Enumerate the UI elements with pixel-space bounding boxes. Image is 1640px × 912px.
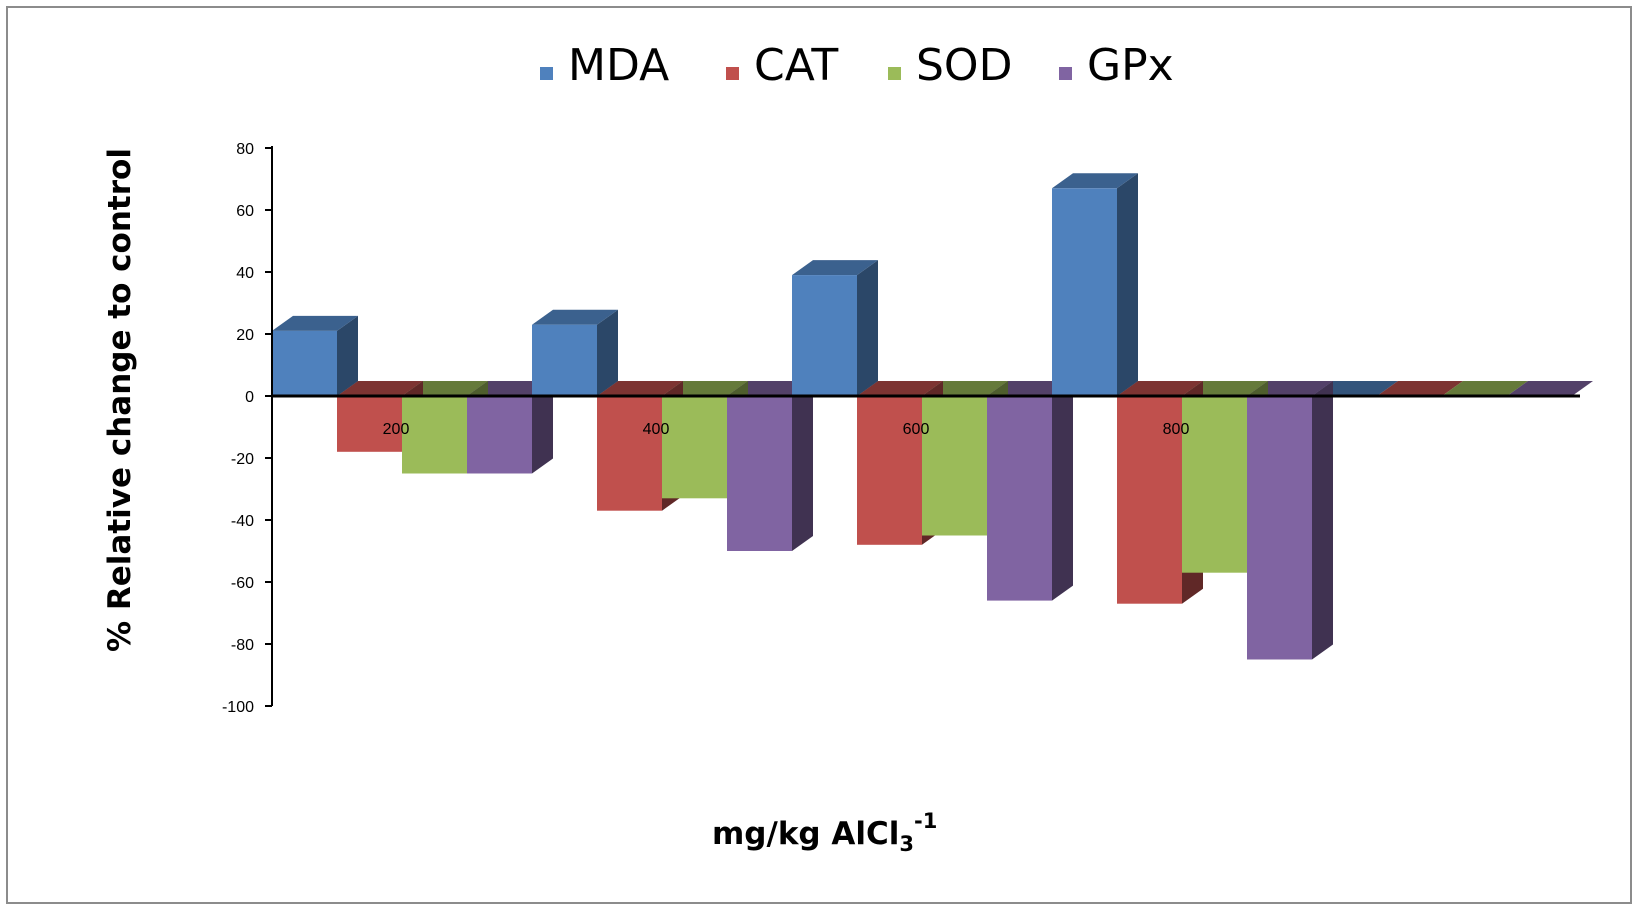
legend-label: SOD — [916, 40, 1012, 91]
bar-side — [532, 381, 553, 474]
floor-mda-4 — [1312, 381, 1398, 396]
floor-gpx-0 — [467, 381, 553, 396]
bar-front — [727, 396, 792, 551]
legend-label: GPx — [1087, 40, 1174, 91]
floor-sod-2 — [922, 381, 1008, 396]
category-label: 800 — [1163, 421, 1190, 438]
bars-layer — [272, 173, 1593, 660]
floor-cat-4 — [1377, 381, 1463, 396]
y-tick-label: -80 — [231, 637, 254, 654]
bar-top — [532, 309, 618, 325]
bar-front — [662, 396, 727, 499]
legend: MDA CAT SOD GPx — [540, 40, 1174, 91]
legend-swatch — [726, 67, 739, 80]
y-tick-label: 60 — [236, 203, 254, 220]
floor-sod-0 — [402, 381, 488, 396]
x-axis-title-subscript: 3 — [899, 832, 914, 856]
bar-top — [792, 260, 878, 276]
floor-cat-3 — [1117, 381, 1203, 396]
floor-cat-1 — [597, 381, 683, 396]
floor-gpx-1 — [727, 381, 813, 396]
x-axis-title-superscript: -1 — [914, 809, 937, 833]
y-tick-layer: 80 60 40 20 0 -20 -40 -60 -80 -100 — [222, 141, 272, 716]
bar-top — [1052, 173, 1138, 189]
bar-mda-600 — [792, 260, 878, 396]
bar-front — [922, 396, 987, 536]
floor-sod-3 — [1182, 381, 1268, 396]
category-label: 600 — [903, 421, 930, 438]
floor-sod-4 — [1442, 381, 1528, 396]
legend-label: CAT — [754, 40, 838, 91]
bar-front — [402, 396, 467, 474]
legend-label: MDA — [568, 40, 669, 91]
floor-sod-1 — [662, 381, 748, 396]
axis-layer — [271, 146, 1580, 706]
category-label-layer: 200 400 600 800 — [383, 421, 1190, 438]
legend-item-gpx: GPx — [1059, 40, 1174, 91]
legend-swatch — [1059, 67, 1072, 80]
floor-cat-0 — [337, 381, 423, 396]
x-axis-title: mg/kg AlCl3-1 — [712, 809, 937, 856]
y-tick-label: -40 — [231, 513, 254, 530]
legend-swatch — [540, 67, 553, 80]
x-axis-title-main: mg/kg AlCl — [712, 816, 899, 852]
bar-front — [1247, 396, 1312, 660]
floor-gpx-3 — [1247, 381, 1333, 396]
legend-item-cat: CAT — [726, 40, 838, 91]
bar-side — [1117, 173, 1138, 396]
bar-front — [1182, 396, 1247, 573]
floor-cat-2 — [857, 381, 943, 396]
bar-front — [1117, 396, 1182, 604]
bar-side — [597, 309, 618, 396]
bar-gpx-600 — [987, 381, 1073, 601]
bar-side — [337, 315, 358, 396]
bar-side — [1312, 381, 1333, 660]
bar-front — [337, 396, 402, 452]
bar-front — [597, 396, 662, 511]
bar-front — [987, 396, 1052, 601]
category-label: 200 — [383, 421, 410, 438]
bar-side — [857, 260, 878, 396]
bar-gpx-200 — [467, 381, 553, 474]
bar-front — [1052, 188, 1117, 396]
bar-front — [467, 396, 532, 474]
y-tick-label: 40 — [236, 265, 254, 282]
legend-swatch — [888, 67, 901, 80]
bar-side — [792, 381, 813, 551]
chart-frame — [6, 6, 1632, 904]
bar-front — [272, 330, 337, 396]
bar-front — [792, 275, 857, 396]
floor-gpx-2 — [987, 381, 1073, 396]
y-tick-label: 0 — [245, 389, 254, 406]
category-label: 400 — [643, 421, 670, 438]
bar-gpx-800 — [1247, 381, 1333, 660]
y-tick-label: -20 — [231, 451, 254, 468]
legend-item-mda: MDA — [540, 40, 669, 91]
bar-mda-200 — [272, 315, 358, 396]
legend-item-sod: SOD — [888, 40, 1012, 91]
bar-front — [532, 324, 597, 396]
bar-front — [857, 396, 922, 545]
bar-top — [272, 315, 358, 331]
bar-side — [1052, 381, 1073, 601]
y-tick-label: 80 — [236, 141, 254, 158]
y-tick-label: -100 — [222, 699, 254, 716]
bar-mda-800 — [1052, 173, 1138, 396]
bar-mda-400 — [532, 309, 618, 396]
y-axis-title: % Relative change to control — [102, 148, 138, 652]
floor-gpx-4 — [1507, 381, 1593, 396]
y-tick-label: 20 — [236, 327, 254, 344]
bar-gpx-400 — [727, 381, 813, 551]
y-tick-label: -60 — [231, 575, 254, 592]
